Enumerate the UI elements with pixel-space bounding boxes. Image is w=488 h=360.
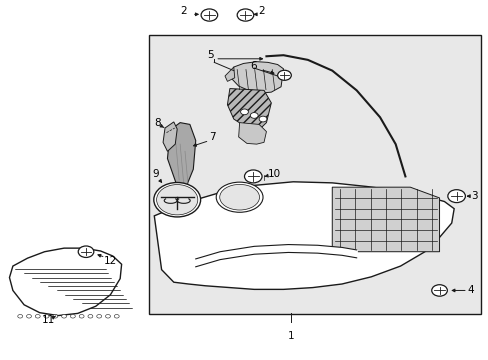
Text: 3: 3 bbox=[470, 191, 477, 201]
Polygon shape bbox=[167, 123, 195, 187]
Polygon shape bbox=[154, 182, 453, 289]
Circle shape bbox=[44, 315, 49, 318]
Polygon shape bbox=[230, 62, 283, 93]
Circle shape bbox=[105, 315, 110, 318]
Text: 1: 1 bbox=[287, 331, 294, 341]
Text: 4: 4 bbox=[467, 285, 473, 296]
Text: 8: 8 bbox=[154, 118, 161, 128]
Circle shape bbox=[244, 170, 262, 183]
Circle shape bbox=[26, 315, 31, 318]
Text: 9: 9 bbox=[152, 168, 159, 179]
Circle shape bbox=[201, 9, 217, 21]
Circle shape bbox=[79, 315, 84, 318]
Circle shape bbox=[154, 183, 200, 217]
Text: 2: 2 bbox=[258, 6, 264, 16]
Text: 5: 5 bbox=[206, 50, 213, 60]
Ellipse shape bbox=[219, 184, 259, 210]
Circle shape bbox=[447, 190, 465, 203]
Polygon shape bbox=[238, 123, 266, 144]
Circle shape bbox=[53, 315, 58, 318]
Text: 2: 2 bbox=[180, 6, 186, 16]
Text: 12: 12 bbox=[103, 256, 117, 266]
Circle shape bbox=[88, 315, 93, 318]
Polygon shape bbox=[227, 89, 271, 130]
Bar bbox=[149, 35, 480, 315]
Circle shape bbox=[277, 70, 291, 80]
Circle shape bbox=[240, 109, 248, 115]
Circle shape bbox=[18, 315, 22, 318]
Circle shape bbox=[70, 315, 75, 318]
Text: 11: 11 bbox=[42, 315, 55, 325]
Polygon shape bbox=[163, 122, 177, 151]
Text: 6: 6 bbox=[249, 61, 256, 71]
Circle shape bbox=[35, 315, 40, 318]
Circle shape bbox=[431, 285, 447, 296]
Polygon shape bbox=[331, 187, 439, 252]
Circle shape bbox=[237, 9, 253, 21]
Text: 10: 10 bbox=[267, 168, 281, 179]
Polygon shape bbox=[224, 67, 234, 81]
Polygon shape bbox=[9, 248, 122, 316]
Circle shape bbox=[114, 315, 119, 318]
Text: 7: 7 bbox=[209, 132, 216, 142]
Circle shape bbox=[97, 315, 102, 318]
Circle shape bbox=[156, 185, 198, 215]
Circle shape bbox=[61, 315, 66, 318]
Circle shape bbox=[250, 113, 258, 118]
Circle shape bbox=[259, 116, 266, 122]
Ellipse shape bbox=[216, 182, 263, 212]
Circle shape bbox=[78, 246, 94, 257]
